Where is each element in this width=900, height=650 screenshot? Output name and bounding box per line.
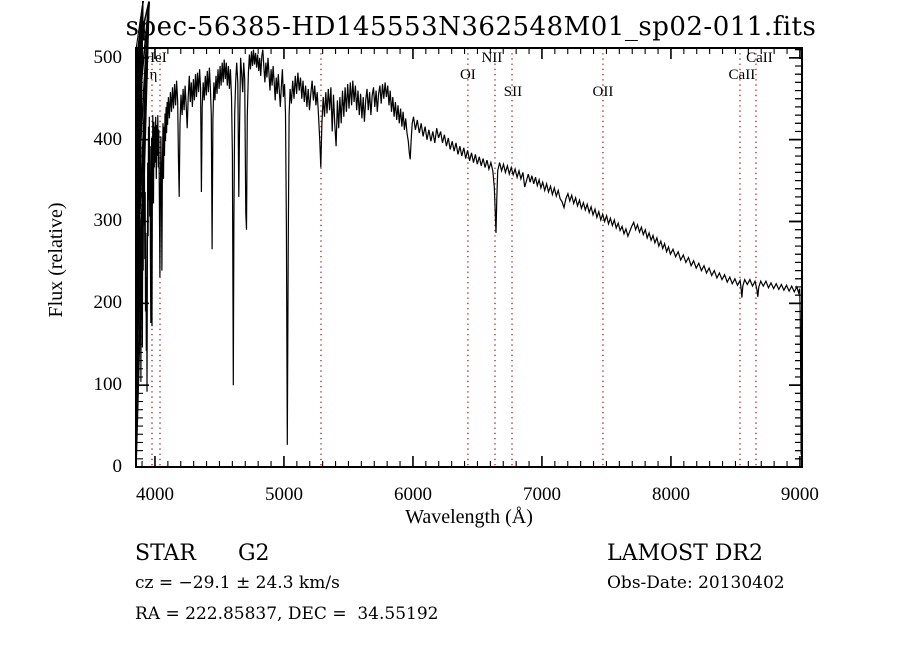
- x-tick-label: 9000: [780, 484, 819, 505]
- y-axis-label: Flux (relative): [45, 202, 67, 318]
- y-tick-label: 300: [93, 210, 123, 232]
- x-tick-label: 8000: [651, 484, 690, 505]
- x-tick-label: 7000: [522, 484, 561, 505]
- spectral-line-label-Heta: Hη: [138, 66, 158, 83]
- spectral-line-label-OI: OI: [459, 66, 476, 83]
- spectral-line-label-NII: NII: [481, 49, 503, 66]
- x-tick-label: 5000: [264, 484, 303, 505]
- object-class-label: STAR G2: [135, 541, 270, 566]
- spectral-line-label-OII: OII: [592, 83, 614, 100]
- survey-release-label: LAMOST DR2: [607, 541, 763, 566]
- y-tick-label: 0: [112, 456, 123, 477]
- spectral-line-label-CaII-upper: CaII: [746, 49, 773, 66]
- x-axis-label: Wavelength (Å): [405, 506, 533, 528]
- x-tick-label: 4000: [135, 484, 174, 505]
- obs-date-label: Obs-Date: 20130402: [607, 573, 785, 593]
- y-tick-label: 400: [93, 128, 123, 150]
- spectral-line-label-SII: SII: [503, 83, 523, 100]
- spectral-line-label-CaII-lower: CaII: [728, 66, 756, 83]
- y-tick-label: 200: [93, 292, 123, 314]
- plot-title: spec-56385-HD145553N362548M01_sp02-011.f…: [125, 12, 817, 42]
- ra-dec-label: RA = 222.85837, DEC = 34.55192: [135, 604, 439, 624]
- cz-value-label: cz = −29.1 ± 24.3 km/s: [135, 573, 340, 593]
- y-tick-label: 100: [93, 374, 123, 396]
- x-tick-label: 6000: [393, 484, 432, 505]
- spectral-line-label-HeI: HeI: [144, 49, 167, 66]
- y-tick-label: 500: [93, 46, 123, 68]
